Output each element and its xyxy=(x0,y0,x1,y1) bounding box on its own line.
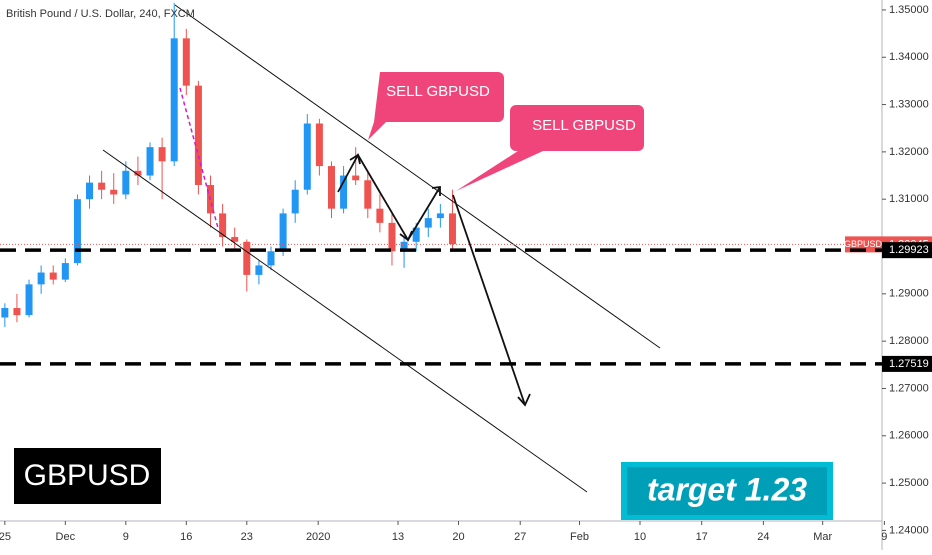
path-arrow xyxy=(337,153,441,242)
candle-body xyxy=(158,147,166,162)
x-tick-label: 24 xyxy=(757,531,769,543)
x-tick-label: Dec xyxy=(56,531,76,543)
candle-body xyxy=(110,189,118,195)
target-arrow xyxy=(452,194,526,406)
arrow-head xyxy=(431,185,441,196)
callout xyxy=(456,105,644,191)
candle-body xyxy=(267,251,275,266)
y-tick-label: 1.33000 xyxy=(889,98,929,110)
candle-body xyxy=(400,241,408,252)
candle-body xyxy=(194,85,202,186)
candle-body xyxy=(134,170,142,176)
y-tick-label: 1.26000 xyxy=(889,430,929,442)
arrow-head xyxy=(349,153,361,165)
x-tick-label: 17 xyxy=(696,531,708,543)
candle-body xyxy=(448,213,456,245)
candle-body xyxy=(170,38,178,162)
x-tick-label: 10 xyxy=(634,531,646,543)
candle-body xyxy=(49,272,57,280)
target-inner xyxy=(627,467,827,515)
candle-body xyxy=(13,308,21,316)
chart-title: British Pound / U.S. Dollar, 240, FXCM xyxy=(6,8,195,20)
target-text: target 1.23 xyxy=(647,471,807,507)
candle-body xyxy=(1,308,9,318)
callout xyxy=(368,72,504,140)
candle-body xyxy=(388,222,396,252)
y-tick-label: 1.32000 xyxy=(889,146,929,158)
y-tick-label: 1.34000 xyxy=(889,51,929,63)
candle-body xyxy=(86,182,94,200)
x-tick-label: 9 xyxy=(881,531,887,543)
y-tick-label: 1.28000 xyxy=(889,335,929,347)
candle-body xyxy=(291,189,299,214)
candle-body xyxy=(243,241,251,275)
candle-body xyxy=(303,123,311,190)
x-tick-label: 16 xyxy=(180,531,192,543)
y-tick-label: 1.25000 xyxy=(889,477,929,489)
candle-body xyxy=(146,147,154,176)
callout-text: SELL GBPUSD xyxy=(386,83,490,100)
x-tick-label: 9 xyxy=(123,531,129,543)
candle-body xyxy=(376,208,384,223)
x-tick-label: 20 xyxy=(452,531,464,543)
y-tick-label: 1.35000 xyxy=(889,4,929,16)
y-tick-label: 1.27000 xyxy=(889,382,929,394)
candle-body xyxy=(231,237,239,242)
candle-body xyxy=(279,213,287,252)
candle-body xyxy=(73,199,81,264)
arrow-head xyxy=(399,230,413,242)
candle-body xyxy=(122,170,130,195)
x-tick-label: 13 xyxy=(392,531,404,543)
level-tag-text: 1.29923 xyxy=(889,244,929,256)
callout-text: SELL GBPUSD xyxy=(532,117,636,134)
candle-body xyxy=(37,272,45,285)
level-tag-text: 1.27519 xyxy=(889,358,929,370)
symbol-tag xyxy=(845,236,882,253)
candle-body xyxy=(61,263,69,280)
y-tick-label: 1.24000 xyxy=(889,524,929,536)
x-tick-label: Feb xyxy=(570,531,589,543)
x-tick-label: 25 xyxy=(0,531,11,543)
y-tick-label: 1.29000 xyxy=(889,288,929,300)
drop-line xyxy=(179,87,219,229)
channel-upper xyxy=(174,4,661,349)
x-tick-label: 2020 xyxy=(306,531,330,543)
x-tick-label: 27 xyxy=(514,531,526,543)
x-tick-label: Mar xyxy=(813,531,832,543)
y-tick-label: 1.31000 xyxy=(889,193,929,205)
candle-body xyxy=(182,38,190,86)
candle-body xyxy=(364,180,372,209)
candle-body xyxy=(98,182,106,190)
candle-body xyxy=(412,227,420,242)
candle-body xyxy=(315,123,323,167)
x-tick-label: 23 xyxy=(241,531,253,543)
candle-body xyxy=(340,175,348,209)
candle-body xyxy=(424,218,432,228)
candle-body xyxy=(327,166,335,209)
candle-body xyxy=(25,284,33,316)
candle-body xyxy=(219,213,227,238)
badge-box xyxy=(14,448,161,504)
candle-body xyxy=(352,175,360,181)
level-tag xyxy=(882,242,932,259)
badge-text: GBPUSD xyxy=(24,459,151,492)
channel-lower xyxy=(102,149,588,493)
candle-body xyxy=(436,213,444,219)
symbol-tag-text: GBPUSD xyxy=(844,239,883,249)
level-tag xyxy=(882,355,932,372)
arrow-head xyxy=(517,393,531,407)
candle-body xyxy=(255,265,263,275)
